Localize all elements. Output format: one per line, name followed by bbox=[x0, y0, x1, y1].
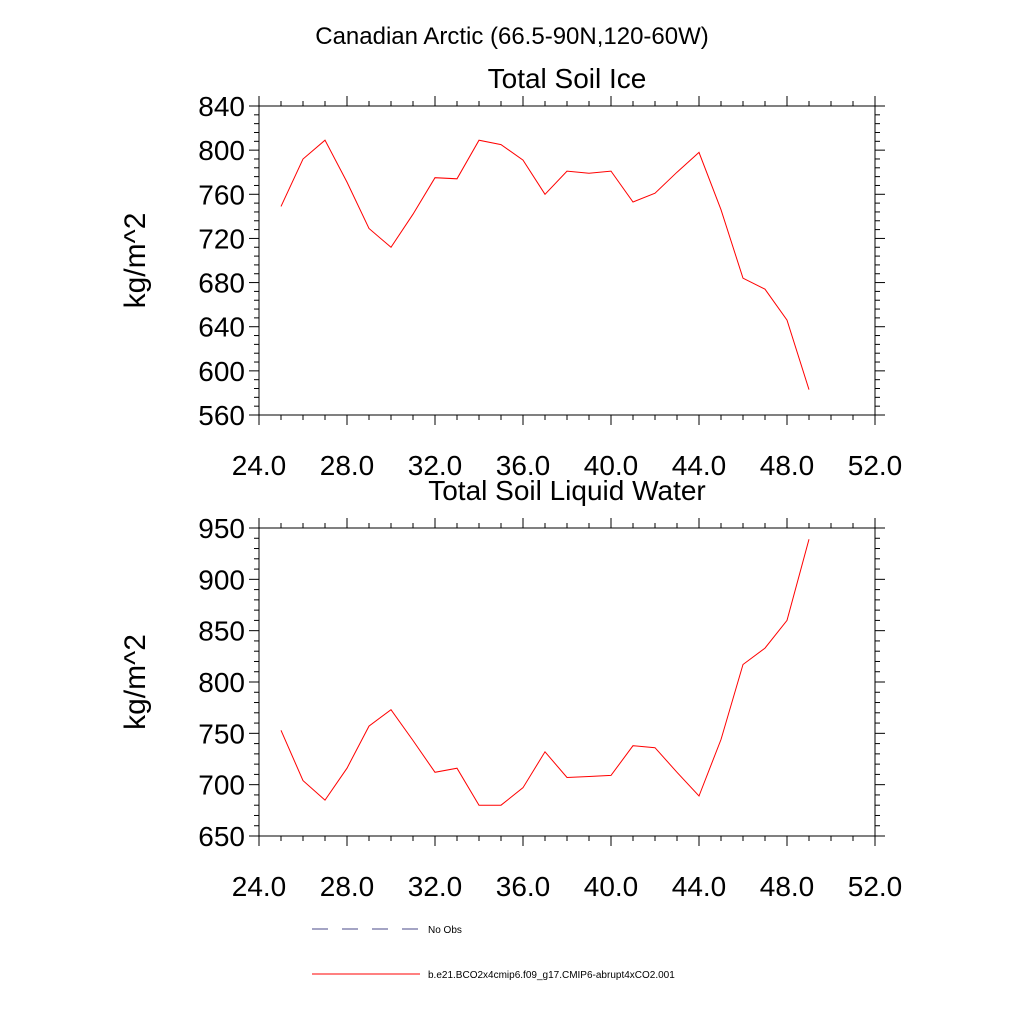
y-tick-label: 560 bbox=[198, 400, 245, 431]
y-tick-label: 720 bbox=[198, 223, 245, 254]
x-tick-label: 44.0 bbox=[672, 871, 727, 902]
plot-frame bbox=[258, 527, 876, 837]
panel-title: Total Soil Liquid Water bbox=[428, 475, 706, 506]
y-tick-label: 700 bbox=[198, 770, 245, 801]
figure-title: Canadian Arctic (66.5-90N,120-60W) bbox=[315, 23, 709, 50]
plot-frame bbox=[258, 105, 876, 416]
x-tick-label: 40.0 bbox=[584, 450, 639, 481]
y-tick-label: 900 bbox=[198, 564, 245, 595]
y-tick-label: 950 bbox=[198, 513, 245, 544]
x-tick-label: 32.0 bbox=[408, 450, 463, 481]
y-tick-label: 850 bbox=[198, 616, 245, 647]
y-tick-label: 680 bbox=[198, 268, 245, 299]
y-tick-label: 840 bbox=[198, 91, 245, 122]
y-tick-label: 800 bbox=[198, 667, 245, 698]
x-tick-label: 24.0 bbox=[232, 450, 287, 481]
y-tick-label: 800 bbox=[198, 135, 245, 166]
y-axis-label: kg/m^2 bbox=[119, 634, 152, 730]
y-axis-label: kg/m^2 bbox=[119, 213, 152, 309]
legend-label-1: No Obs bbox=[428, 925, 462, 936]
x-tick-label: 28.0 bbox=[320, 450, 375, 481]
x-tick-label: 48.0 bbox=[760, 450, 815, 481]
x-tick-label: 52.0 bbox=[848, 450, 903, 481]
x-tick-label: 24.0 bbox=[232, 871, 287, 902]
chart-panel-1: Total Soil Ice kg/m^2 24.0 28.0 32.0 36.0 40.0… bbox=[119, 63, 902, 481]
y-tick-label: 650 bbox=[198, 821, 245, 852]
legend-label-2: b.e21.BCO2x4cmip6.f09_g17.CMIP6-abrupt4x… bbox=[428, 970, 675, 981]
x-tick-label: 32.0 bbox=[408, 871, 463, 902]
legend: No Obs b.e21.BCO2x4cmip6.f09_g17.CMIP6-ab… bbox=[312, 925, 675, 981]
x-tick-label: 36.0 bbox=[496, 450, 551, 481]
y-tick-label: 640 bbox=[198, 312, 245, 343]
chart-panel-2: Total Soil Liquid Water kg/m^2 24.0 28.0 32.… bbox=[119, 475, 902, 902]
x-tick-label: 28.0 bbox=[320, 871, 375, 902]
x-tick-label: 40.0 bbox=[584, 871, 639, 902]
y-tick-label: 760 bbox=[198, 179, 245, 210]
y-tick-label: 750 bbox=[198, 718, 245, 749]
series-line-1 bbox=[280, 139, 810, 390]
x-tick-label: 36.0 bbox=[496, 871, 551, 902]
panel-title: Total Soil Ice bbox=[488, 63, 647, 94]
y-tick-label: 600 bbox=[198, 356, 245, 387]
x-tick-label: 44.0 bbox=[672, 450, 727, 481]
x-tick-label: 48.0 bbox=[760, 871, 815, 902]
series-line-1 bbox=[280, 539, 810, 806]
x-tick-label: 52.0 bbox=[848, 871, 903, 902]
